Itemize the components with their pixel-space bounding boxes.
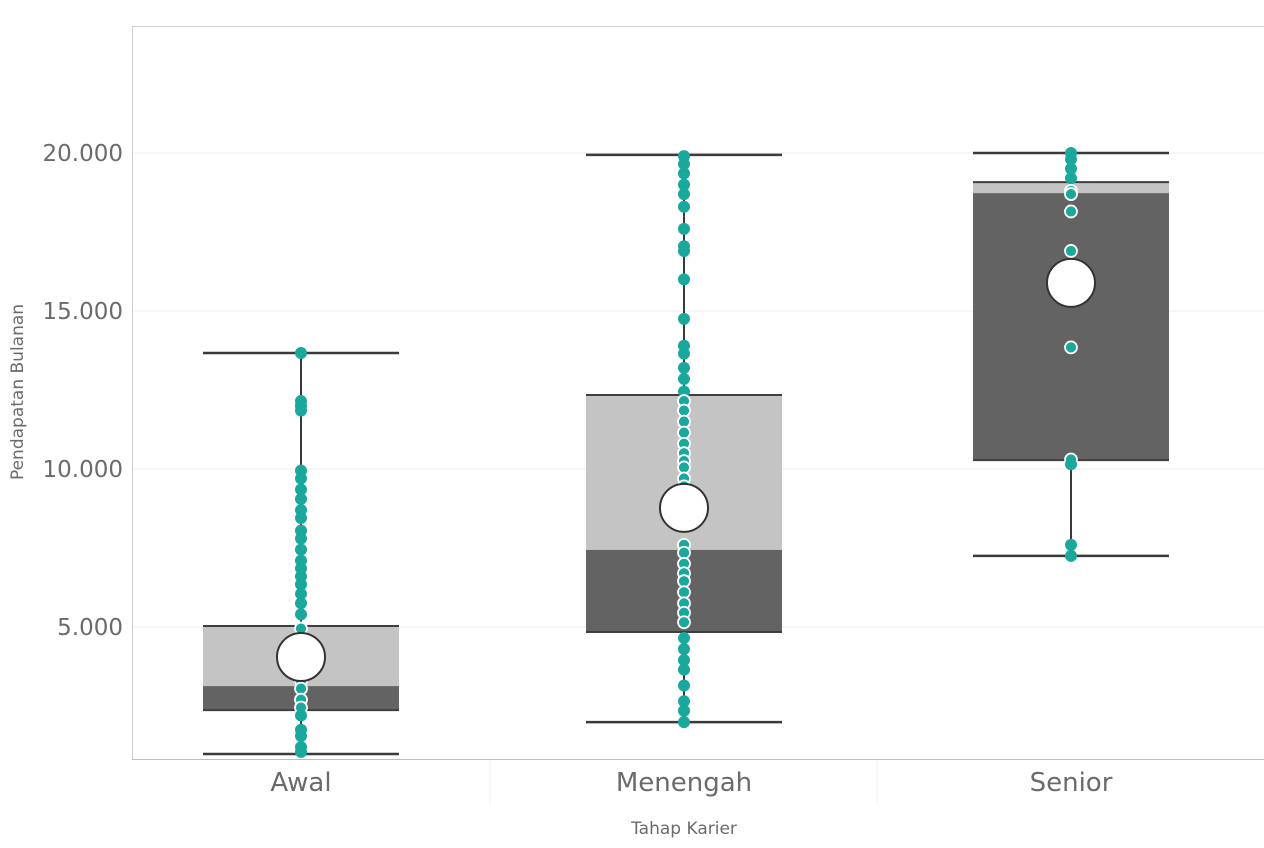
mean-marker[interactable] (659, 482, 709, 533)
data-point (678, 663, 690, 676)
data-point (1064, 204, 1078, 219)
data-point (295, 493, 307, 506)
data-point (678, 632, 690, 645)
y-axis-title: Pendapatan Bulanan (8, 304, 28, 480)
data-point (295, 608, 307, 621)
data-point (1065, 538, 1077, 551)
data-point (678, 188, 690, 201)
data-point (295, 543, 307, 556)
data-point (678, 200, 690, 213)
data-point (1065, 172, 1077, 185)
data-point (295, 587, 307, 600)
x-tick-label-awal: Awal (270, 768, 331, 798)
data-point (678, 167, 690, 180)
data-point (678, 273, 690, 286)
data-points (1064, 147, 1078, 562)
data-point (1064, 187, 1078, 201)
data-point (678, 695, 690, 708)
data-point (678, 347, 690, 360)
x-axis-title: Tahap Karier (630, 819, 737, 839)
mean-marker[interactable] (1046, 257, 1096, 308)
data-point (295, 511, 307, 524)
y-tick-labels: 5.000 10.000 15.000 20.000 (43, 141, 123, 641)
data-point (295, 472, 307, 485)
data-point (295, 730, 307, 743)
data-point (1065, 162, 1077, 175)
box-lower-half (973, 193, 1169, 461)
data-point (1064, 340, 1078, 355)
data-point (678, 244, 690, 257)
data-point (1065, 458, 1077, 471)
data-point (677, 615, 691, 630)
x-tick-labels: Awal Menengah Senior (270, 768, 1112, 798)
data-point (295, 532, 307, 545)
data-point (678, 679, 690, 692)
y-tick-label: 10.000 (43, 457, 123, 483)
box-menengah[interactable] (586, 150, 782, 729)
data-point (1065, 549, 1077, 562)
data-point (678, 654, 690, 667)
data-point (295, 483, 307, 496)
mean-marker[interactable] (276, 632, 326, 683)
box-series (203, 147, 1169, 758)
x-category-separators (489, 760, 878, 805)
data-point (678, 158, 690, 171)
data-point (1064, 244, 1078, 258)
data-point (295, 347, 307, 360)
y-tick-label: 15.000 (43, 299, 123, 325)
data-point (678, 704, 690, 717)
data-points (294, 347, 308, 758)
x-tick-label-menengah: Menengah (616, 768, 752, 798)
data-point (295, 578, 307, 591)
data-point (295, 597, 307, 610)
data-point (678, 372, 690, 385)
y-tick-label: 20.000 (43, 141, 123, 167)
data-point (678, 312, 690, 325)
box-senior[interactable] (973, 147, 1169, 562)
data-point (678, 361, 690, 374)
data-point (678, 643, 690, 656)
data-point (678, 178, 690, 191)
data-point (678, 716, 690, 729)
data-point (678, 222, 690, 235)
data-point (1065, 153, 1077, 166)
y-tick-label: 5.000 (57, 615, 123, 641)
data-point (295, 709, 307, 722)
data-point (295, 745, 307, 758)
data-point (295, 404, 307, 417)
box-awal[interactable] (203, 347, 399, 758)
data-point (678, 385, 690, 398)
x-tick-label-senior: Senior (1030, 768, 1113, 798)
